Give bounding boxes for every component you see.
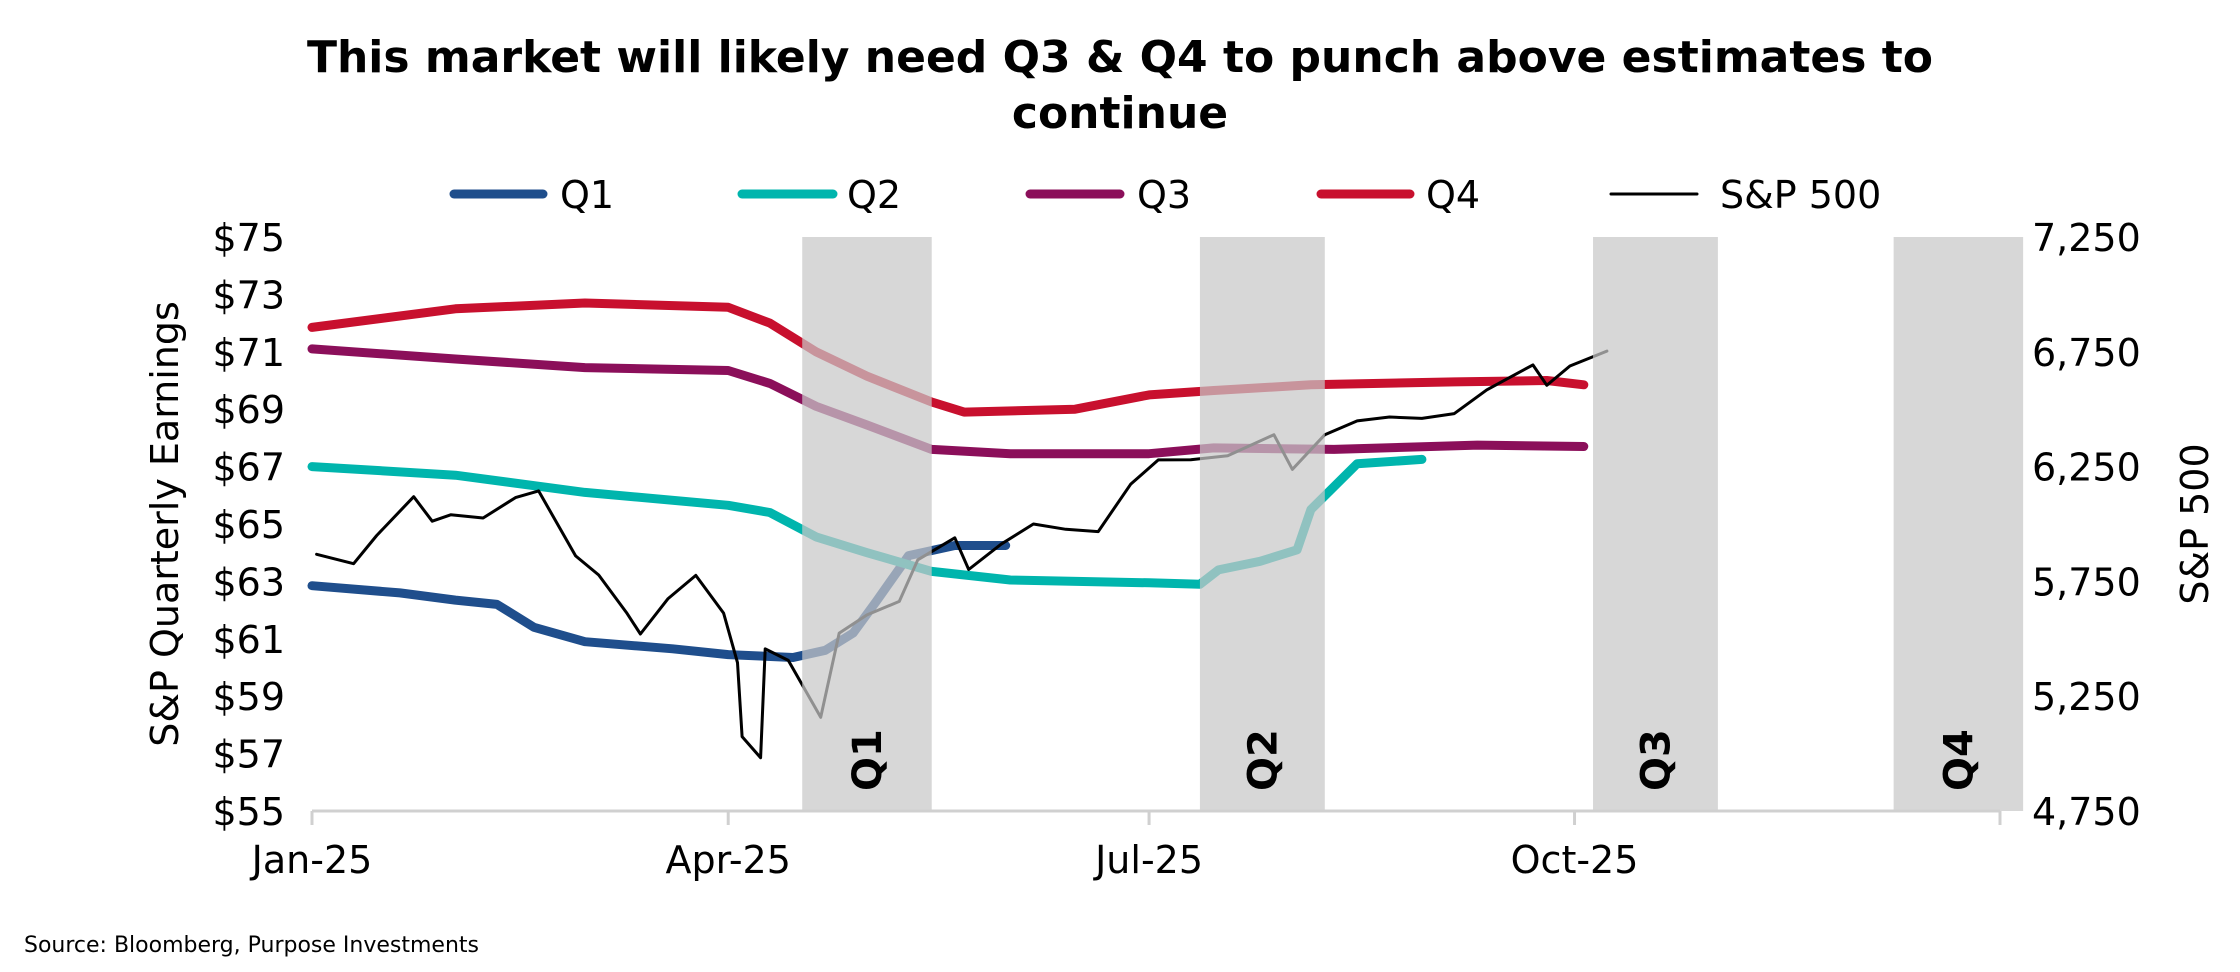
left-axis-title: S&P Quarterly Earnings bbox=[143, 301, 187, 747]
right-y-tick-label: 5,250 bbox=[2032, 675, 2141, 719]
left-y-tick-label: $61 bbox=[212, 618, 285, 662]
right-y-tick-label: 4,750 bbox=[2032, 790, 2141, 834]
left-y-tick-label: $67 bbox=[212, 446, 285, 490]
shaded-period-q4 bbox=[1893, 237, 2024, 811]
series-line-q4 bbox=[307, 298, 1589, 417]
left-y-tick-label: $75 bbox=[212, 216, 285, 260]
shaded-period-label: Q1 bbox=[845, 729, 891, 791]
shaded-period-label: Q4 bbox=[1936, 729, 1982, 791]
shaded-period-label: Q2 bbox=[1240, 729, 1286, 791]
legend-label: Q1 bbox=[560, 173, 614, 217]
legend-label: Q2 bbox=[847, 173, 901, 217]
x-tick-label: Apr-25 bbox=[666, 838, 791, 882]
series-layer bbox=[307, 298, 1609, 760]
left-y-tick-label: $55 bbox=[212, 790, 285, 834]
legend-label: Q4 bbox=[1426, 173, 1480, 217]
source-note: Source: Bloomberg, Purpose Investments bbox=[24, 933, 479, 958]
axes: Jan-25 Apr-25 Jul-25 Oct-25 $55 $57 $59 $61 $63 $… bbox=[212, 216, 2140, 882]
right-y-tick-label: 5,750 bbox=[2032, 560, 2141, 604]
left-y-tick-label: $69 bbox=[212, 388, 285, 432]
x-tick-label: Jan-25 bbox=[250, 838, 373, 882]
right-y-tick-label: 6,250 bbox=[2032, 446, 2141, 490]
legend: Q1 Q2 Q3 Q4 S&P 500 bbox=[449, 173, 1881, 217]
legend-label: S&P 500 bbox=[1720, 173, 1881, 217]
series-line-q3 bbox=[307, 344, 1589, 459]
left-y-tick-label: $59 bbox=[212, 675, 285, 719]
shaded-periods: Q1 Q2 Q3 Q4 bbox=[802, 237, 2024, 811]
shaded-period-q3 bbox=[1593, 237, 1718, 811]
shaded-period-q1 bbox=[802, 237, 932, 811]
chart-title-line-1: This market will likely need Q3 & Q4 to … bbox=[307, 32, 1933, 83]
x-tick-label: Jul-25 bbox=[1093, 838, 1203, 882]
left-y-tick-label: $63 bbox=[212, 560, 285, 604]
right-y-tick-label: 6,750 bbox=[2032, 331, 2141, 375]
legend-label: Q3 bbox=[1137, 173, 1191, 217]
x-tick-label: Oct-25 bbox=[1511, 838, 1639, 882]
left-y-tick-label: $57 bbox=[212, 733, 285, 777]
shaded-period-q2 bbox=[1199, 237, 1325, 811]
chart-title-line-2: continue bbox=[1012, 88, 1228, 139]
left-y-tick-label: $65 bbox=[212, 503, 285, 547]
shaded-period-label: Q3 bbox=[1633, 729, 1679, 791]
right-axis-title: S&P 500 bbox=[2173, 443, 2217, 604]
right-y-tick-label: 7,250 bbox=[2032, 216, 2141, 260]
left-y-tick-label: $71 bbox=[212, 331, 285, 375]
left-y-tick-label: $73 bbox=[212, 273, 285, 317]
